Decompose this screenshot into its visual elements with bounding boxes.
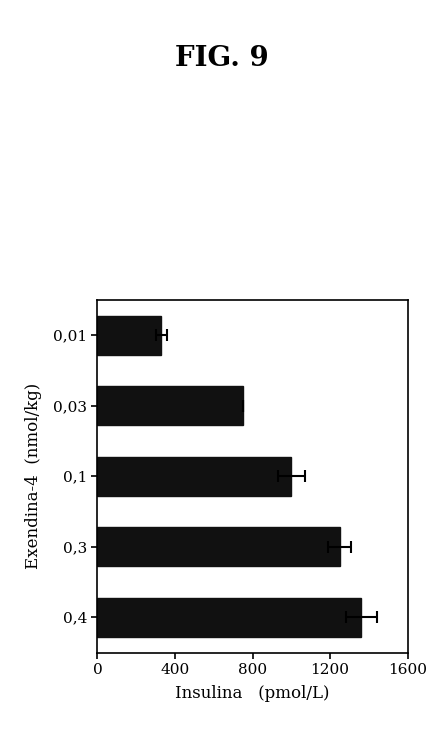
Text: FIG. 9: FIG. 9 — [175, 45, 268, 72]
Bar — [97, 457, 291, 496]
Bar — [97, 386, 243, 425]
Bar — [97, 316, 161, 355]
X-axis label: Insulina   (pmol/L): Insulina (pmol/L) — [175, 686, 330, 702]
Bar — [97, 598, 361, 637]
Y-axis label: Exendina-4  (nmol/kg): Exendina-4 (nmol/kg) — [25, 383, 42, 569]
Bar — [97, 527, 340, 566]
